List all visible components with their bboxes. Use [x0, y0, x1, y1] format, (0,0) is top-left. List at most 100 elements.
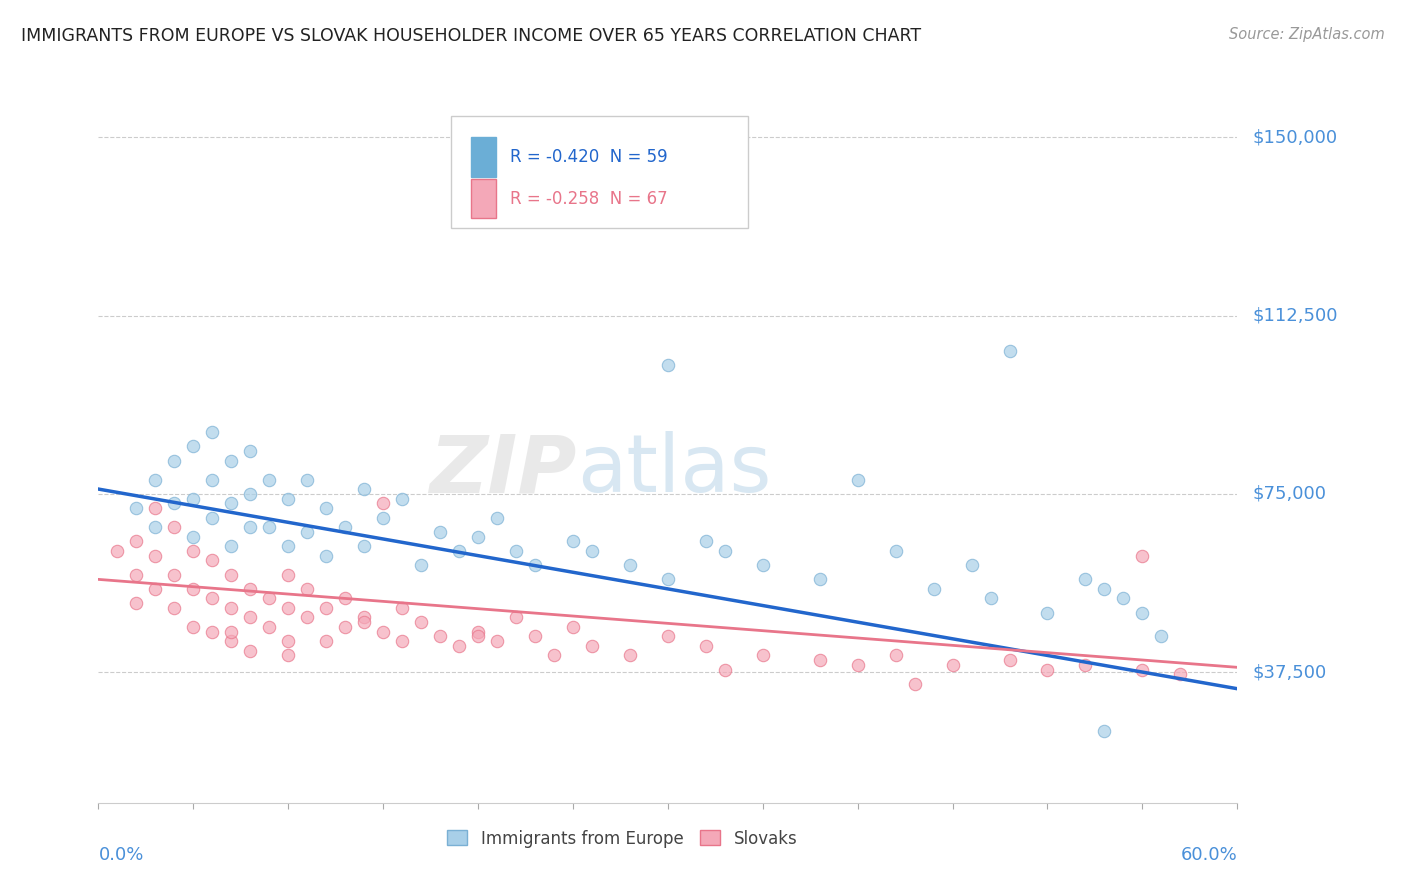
Point: [353, 615, 375, 630]
Point: [277, 634, 299, 648]
Point: [221, 634, 243, 648]
Point: [1094, 724, 1116, 739]
Point: [619, 558, 641, 573]
Point: [1132, 663, 1154, 677]
Point: [125, 501, 148, 516]
Point: [201, 425, 224, 439]
Point: [353, 539, 375, 553]
Point: [335, 591, 357, 606]
Point: [1170, 667, 1192, 681]
Point: [619, 648, 641, 663]
Point: [922, 582, 945, 596]
Text: $150,000: $150,000: [1253, 128, 1337, 146]
Point: [239, 444, 262, 458]
Point: [562, 620, 585, 634]
Point: [183, 582, 205, 596]
Point: [239, 643, 262, 657]
Text: $75,000: $75,000: [1253, 485, 1326, 503]
Point: [960, 558, 983, 573]
Point: [145, 582, 167, 596]
Text: R = -0.420  N = 59: R = -0.420 N = 59: [509, 148, 668, 166]
Text: IMMIGRANTS FROM EUROPE VS SLOVAK HOUSEHOLDER INCOME OVER 65 YEARS CORRELATION CH: IMMIGRANTS FROM EUROPE VS SLOVAK HOUSEHO…: [21, 27, 921, 45]
Point: [486, 634, 509, 648]
Point: [391, 491, 413, 506]
Point: [221, 539, 243, 553]
Text: 60.0%: 60.0%: [1181, 847, 1237, 864]
Point: [125, 534, 148, 549]
Point: [998, 344, 1021, 359]
Point: [884, 544, 907, 558]
Point: [163, 601, 186, 615]
Point: [1036, 606, 1059, 620]
Point: [998, 653, 1021, 667]
Bar: [471, 178, 496, 219]
Point: [163, 453, 186, 467]
Point: [657, 573, 679, 587]
Point: [714, 663, 737, 677]
Point: [979, 591, 1001, 606]
Text: $37,500: $37,500: [1253, 663, 1327, 681]
Point: [1094, 582, 1116, 596]
Point: [315, 601, 337, 615]
Point: [183, 439, 205, 453]
Point: [1036, 663, 1059, 677]
Point: [297, 473, 319, 487]
Point: [353, 482, 375, 496]
Point: [107, 544, 129, 558]
Point: [125, 567, 148, 582]
Point: [1074, 657, 1097, 672]
Point: [335, 620, 357, 634]
Point: [467, 530, 489, 544]
Point: [581, 639, 603, 653]
Point: [1112, 591, 1135, 606]
Point: [1132, 606, 1154, 620]
Point: [277, 567, 299, 582]
Point: [411, 558, 433, 573]
Point: [201, 624, 224, 639]
Point: [505, 544, 527, 558]
Point: [239, 610, 262, 624]
Point: [581, 544, 603, 558]
Point: [942, 657, 965, 672]
Point: [904, 677, 927, 691]
Point: [239, 582, 262, 596]
Point: [486, 510, 509, 524]
Point: [391, 601, 413, 615]
Point: [277, 601, 299, 615]
Point: [221, 496, 243, 510]
Point: [371, 624, 394, 639]
Point: [449, 544, 471, 558]
Point: [145, 501, 167, 516]
Point: [277, 491, 299, 506]
Point: [125, 596, 148, 610]
Point: [221, 453, 243, 467]
Point: [467, 624, 489, 639]
Point: [183, 491, 205, 506]
Point: [657, 629, 679, 643]
Point: [163, 520, 186, 534]
Point: [335, 520, 357, 534]
Point: [315, 634, 337, 648]
Point: [163, 496, 186, 510]
Point: [524, 629, 547, 643]
Point: [1150, 629, 1173, 643]
Text: ZIP: ZIP: [429, 432, 576, 509]
Point: [259, 591, 281, 606]
Point: [467, 629, 489, 643]
Point: [714, 544, 737, 558]
Point: [752, 558, 775, 573]
Point: [221, 601, 243, 615]
Point: [846, 657, 869, 672]
Point: [449, 639, 471, 653]
Point: [239, 520, 262, 534]
Text: 0.0%: 0.0%: [98, 847, 143, 864]
Point: [201, 553, 224, 567]
Text: R = -0.258  N = 67: R = -0.258 N = 67: [509, 190, 668, 208]
Point: [183, 544, 205, 558]
Point: [391, 634, 413, 648]
Point: [183, 530, 205, 544]
Point: [808, 573, 831, 587]
Point: [657, 359, 679, 373]
Point: [752, 648, 775, 663]
Point: [297, 582, 319, 596]
